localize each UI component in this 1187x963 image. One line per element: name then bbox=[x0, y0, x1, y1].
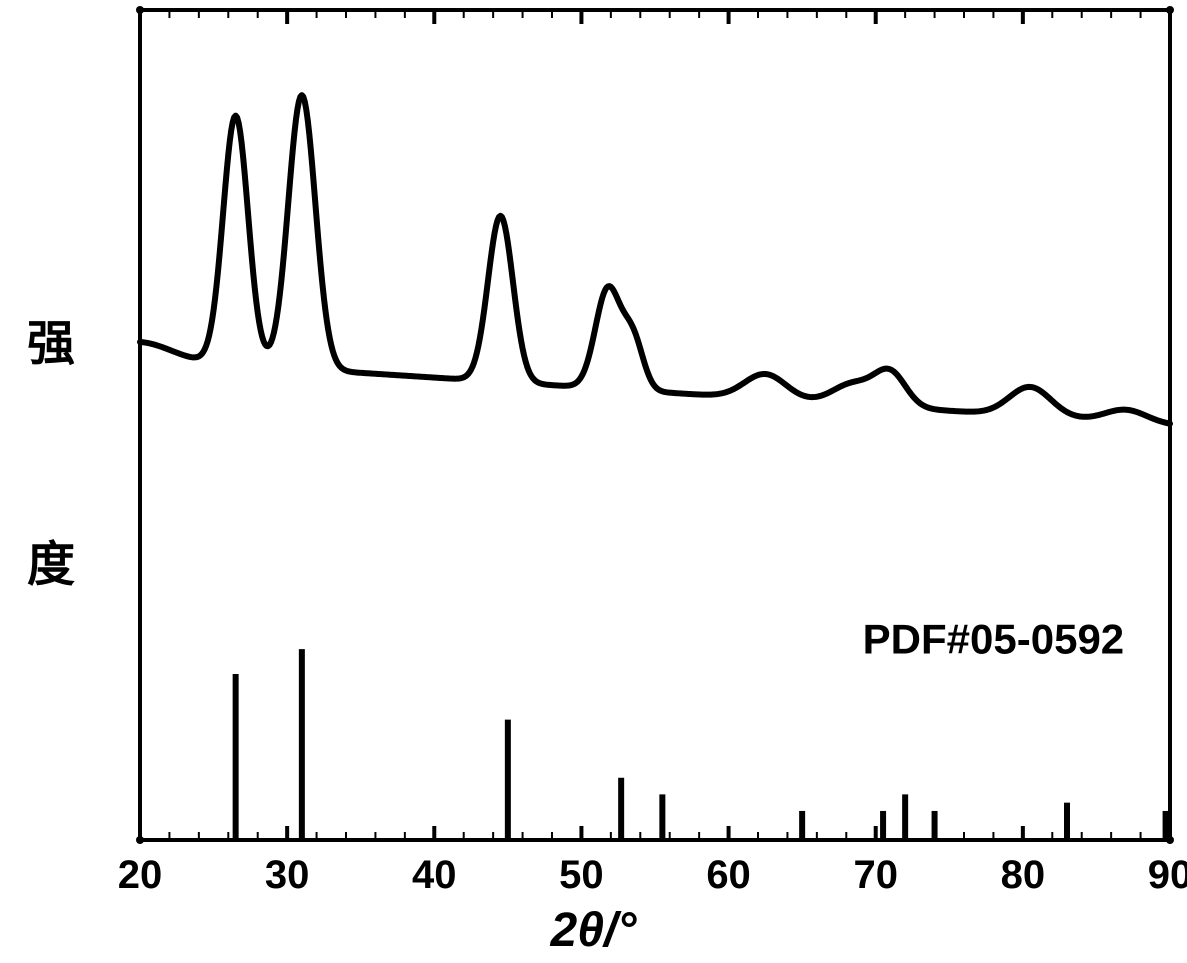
xrd-plot: 20 30 40 50 60 70 80 90 PDF#05-0592 bbox=[0, 0, 1187, 963]
svg-text:90: 90 bbox=[1148, 853, 1187, 897]
x-axis-label: 2θ/° bbox=[551, 903, 637, 958]
chart-container: { "chart": { "type": "xrd-pattern", "bac… bbox=[0, 0, 1187, 963]
svg-text:80: 80 bbox=[1001, 853, 1046, 897]
svg-text:50: 50 bbox=[559, 853, 604, 897]
svg-text:70: 70 bbox=[853, 853, 898, 897]
svg-text:PDF#05-0592: PDF#05-0592 bbox=[863, 615, 1125, 662]
svg-text:30: 30 bbox=[265, 853, 310, 897]
svg-text:40: 40 bbox=[412, 853, 457, 897]
y-axis-label: 强 度 bbox=[10, 317, 80, 646]
svg-text:60: 60 bbox=[706, 853, 751, 897]
svg-text:20: 20 bbox=[118, 853, 163, 897]
